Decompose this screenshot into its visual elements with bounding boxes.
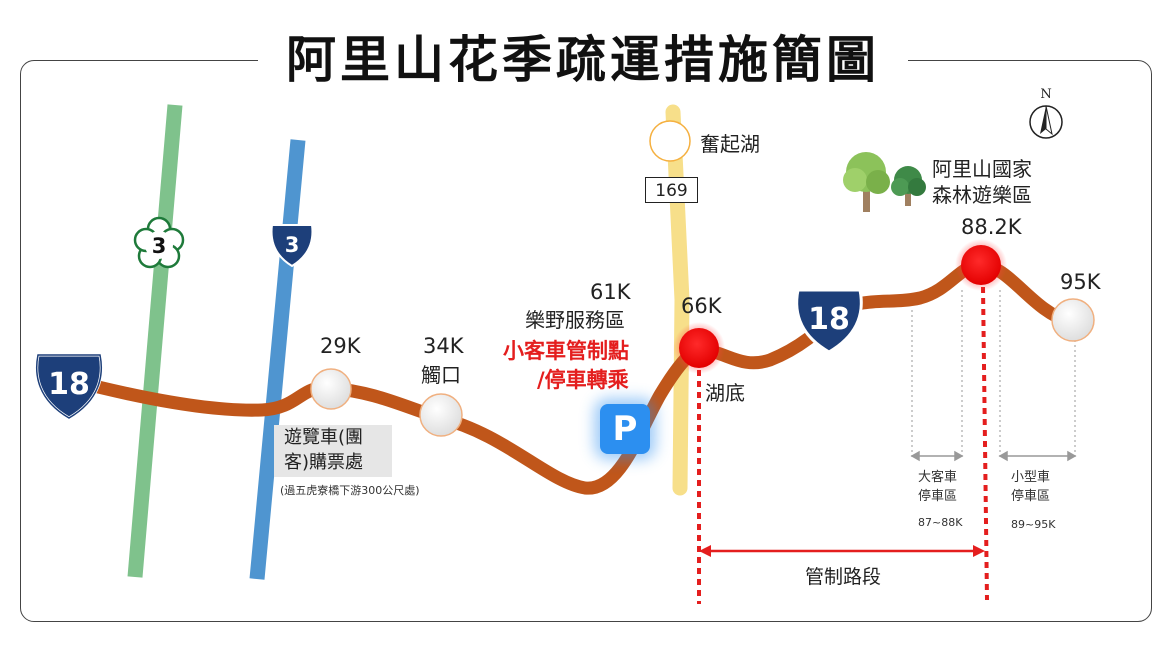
car-zone-line2: 停車區 <box>1011 489 1051 504</box>
fenqihu-label: 奮起湖 <box>700 132 760 156</box>
route169-sign: 169 <box>645 177 698 203</box>
node-34k <box>419 393 463 437</box>
svg-text:3: 3 <box>152 234 167 258</box>
km-34k: 34K <box>423 334 464 358</box>
bus-zone-line1: 大客車 <box>918 470 958 485</box>
route3-green-road <box>127 104 183 578</box>
node-29k <box>310 368 352 410</box>
node-95k <box>1051 298 1095 342</box>
control-point-label: 小客車管制點 <box>503 339 629 363</box>
parking-icon: P <box>600 404 650 454</box>
route3-blue-road <box>249 139 306 580</box>
svg-text:3: 3 <box>285 233 300 257</box>
svg-text:18: 18 <box>48 367 90 402</box>
forest-label-line2: 森林遊樂區 <box>932 183 1032 207</box>
service-area-label: 樂野服務區 <box>525 308 625 332</box>
page-title: 阿里山花季疏運措施簡圖 <box>258 26 908 94</box>
bus-zone-range: 87~88K <box>918 516 963 529</box>
control-section-arrow <box>699 545 985 557</box>
route169-road <box>665 104 690 496</box>
svg-text:18: 18 <box>808 302 850 337</box>
route3-flower-shield: 3 <box>133 216 185 269</box>
hudi-label: 湖底 <box>705 381 745 405</box>
transfer-label: /停車轉乘 <box>537 368 629 392</box>
node-fenqihu <box>649 120 691 162</box>
bus-zone-line2: 停車區 <box>918 489 958 504</box>
ticket-office-line2: 客)購票處 <box>284 452 364 473</box>
km-88-2k: 88.2K <box>961 215 1022 239</box>
car-zone-line1: 小型車 <box>1011 470 1051 485</box>
route3-blue-shield: 3 <box>270 224 314 268</box>
control-section-label: 管制路段 <box>805 566 882 588</box>
route18-shield-right: 18 <box>795 288 863 354</box>
ticket-office-line1: 遊覽車(團 <box>284 427 364 448</box>
node-88k-control <box>961 245 1001 285</box>
chukou-label: 觸口 <box>421 363 461 387</box>
north-compass-icon: N <box>1029 87 1063 139</box>
car-zone-range: 89~95K <box>1011 518 1056 531</box>
ticket-office-note: (過五虎寮橋下游300公尺處) <box>280 484 420 497</box>
route18-shield-left: 18 <box>35 353 103 420</box>
forest-tree-icon <box>843 152 926 212</box>
control-end-line <box>981 286 989 601</box>
ticket-office-box: 遊覽車(團 客)購票處 <box>274 425 392 477</box>
km-66k: 66K <box>681 294 722 318</box>
svg-text:N: N <box>1040 87 1051 102</box>
km-29k: 29K <box>320 334 361 358</box>
node-66k-control <box>679 328 719 368</box>
km-95k: 95K <box>1060 270 1101 294</box>
forest-label-line1: 阿里山國家 <box>932 157 1032 181</box>
km-61k: 61K <box>590 280 631 304</box>
route18-main-road <box>63 258 1077 495</box>
